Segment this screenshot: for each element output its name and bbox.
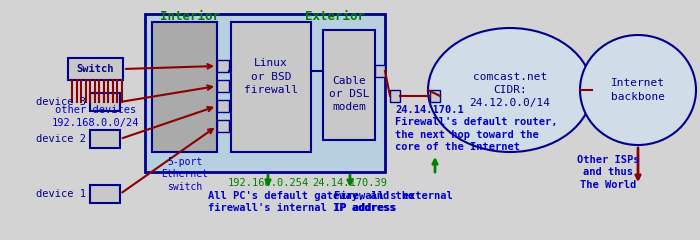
Bar [217, 80, 229, 92]
Bar [217, 100, 229, 112]
Text: 192.168.0.0/24: 192.168.0.0/24 [52, 118, 139, 128]
Text: Cable
or DSL
modem: Cable or DSL modem [329, 76, 370, 112]
Text: 5-port
Ethernet
switch: 5-port Ethernet switch [161, 157, 208, 192]
Text: other devices: other devices [55, 105, 136, 115]
Bar [323, 30, 375, 140]
Bar [430, 90, 440, 102]
Bar [68, 58, 123, 80]
Text: All PC's default gateway, and the
firewall's internal IP address: All PC's default gateway, and the firewa… [208, 191, 414, 213]
Bar [90, 93, 120, 111]
Text: 192.168.0.254: 192.168.0.254 [228, 178, 309, 188]
Text: device 2: device 2 [36, 134, 86, 144]
Bar [90, 130, 120, 148]
Text: device 1: device 1 [36, 189, 86, 199]
Ellipse shape [428, 28, 592, 152]
Text: Internet
backbone: Internet backbone [611, 78, 665, 102]
Text: device 3: device 3 [36, 97, 86, 107]
Text: Firewall's external
IP address: Firewall's external IP address [334, 191, 453, 213]
Bar [231, 22, 311, 152]
Bar [152, 22, 217, 152]
Bar [375, 65, 385, 77]
Text: Linux
or BSD
firewall: Linux or BSD firewall [244, 58, 298, 95]
Bar [217, 60, 229, 72]
Text: 24.14.170.1
Firewall's default router,
the next hop toward the
core of the Inter: 24.14.170.1 Firewall's default router, t… [395, 105, 557, 152]
Text: 24.14.170.39: 24.14.170.39 [312, 178, 388, 188]
Bar [145, 14, 385, 172]
Text: Switch: Switch [77, 64, 114, 74]
Text: Other ISPs
and thus
The World: Other ISPs and thus The World [577, 155, 639, 190]
Ellipse shape [580, 35, 696, 145]
Bar [390, 90, 400, 102]
Bar [90, 185, 120, 203]
Text: Exterior: Exterior [305, 10, 365, 23]
Bar [217, 120, 229, 132]
Text: comcast.net
CIDR:
24.12.0.0/14: comcast.net CIDR: 24.12.0.0/14 [470, 72, 550, 108]
Text: Interior: Interior [160, 10, 220, 23]
